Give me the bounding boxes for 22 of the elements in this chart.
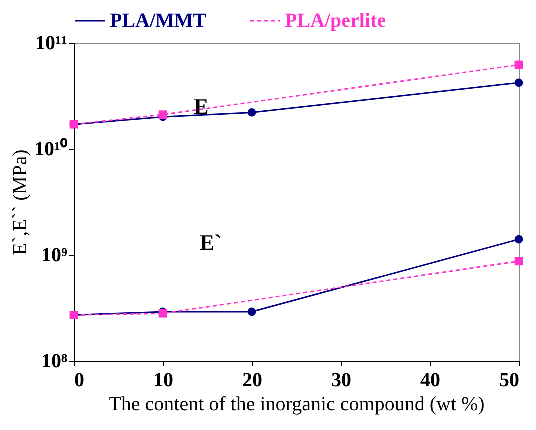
y-tick-label: 10¹⁰ — [34, 138, 68, 160]
point — [514, 78, 524, 88]
y-tick-label: 10¹¹ — [36, 32, 68, 54]
x-tick-label: 50 — [500, 370, 520, 392]
x-tick-label: 20 — [242, 370, 262, 392]
y-tick-label: 10⁹ — [42, 244, 68, 266]
x-tick-label: 30 — [332, 370, 352, 392]
annotation: E — [194, 94, 209, 119]
point — [248, 308, 256, 316]
x-axis-title: The content of the inorganic compound (wt %) — [109, 394, 485, 416]
y-axis-title: E`,E`` (MPa) — [10, 150, 32, 256]
point — [514, 257, 524, 266]
point — [514, 235, 524, 244]
y-tick-label: 10⁸ — [42, 350, 68, 372]
annotation: E` — [200, 230, 222, 255]
x-tick-label: 40 — [420, 370, 440, 392]
x-tick-label: 10 — [154, 370, 174, 392]
point — [248, 108, 256, 117]
legend-label: PLA/perlite — [285, 10, 386, 32]
x-tick-label: 0 — [74, 370, 84, 392]
legend-label: PLA/MMT — [110, 10, 208, 32]
point — [514, 60, 524, 70]
